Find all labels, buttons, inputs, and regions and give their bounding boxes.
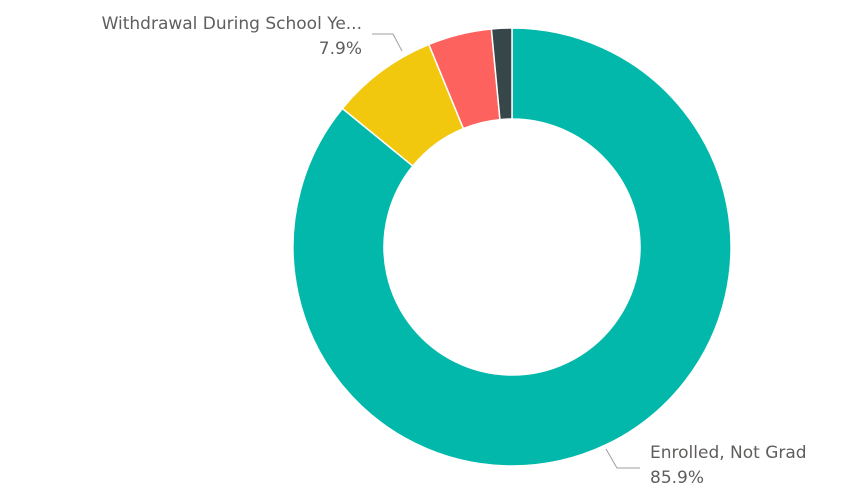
data-label-enrolled-value: 85.9% xyxy=(650,468,704,488)
leader-line-enrolled xyxy=(605,448,640,469)
slice-dark[interactable] xyxy=(490,27,513,121)
slice-enrolled-not-grad[interactable] xyxy=(292,27,732,467)
data-label-enrolled-category: Enrolled, Not Grad xyxy=(650,443,807,463)
leader-line-withdrawal xyxy=(372,33,403,52)
data-label-withdrawal-category: Withdrawal During School Ye... xyxy=(102,14,362,34)
donut-slices xyxy=(292,27,732,467)
data-label-withdrawal-value: 7.9% xyxy=(319,39,362,59)
